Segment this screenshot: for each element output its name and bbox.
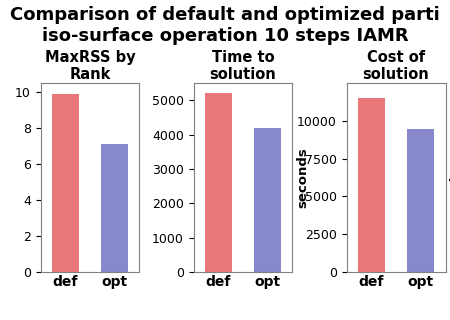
- Bar: [101, 144, 128, 272]
- Title: Time to
solution: Time to solution: [210, 50, 276, 82]
- Text: Comparison of default and optimized parti
iso-surface operation 10 steps IAMR: Comparison of default and optimized part…: [10, 6, 440, 45]
- Bar: [407, 129, 434, 272]
- Bar: [205, 93, 232, 272]
- Bar: [254, 128, 281, 272]
- Bar: [358, 98, 385, 272]
- Y-axis label: seconds: seconds: [297, 147, 310, 208]
- Title: Cost of
solution: Cost of solution: [363, 50, 429, 82]
- Bar: [52, 94, 79, 272]
- Title: MaxRSS by
Rank: MaxRSS by Rank: [45, 50, 135, 82]
